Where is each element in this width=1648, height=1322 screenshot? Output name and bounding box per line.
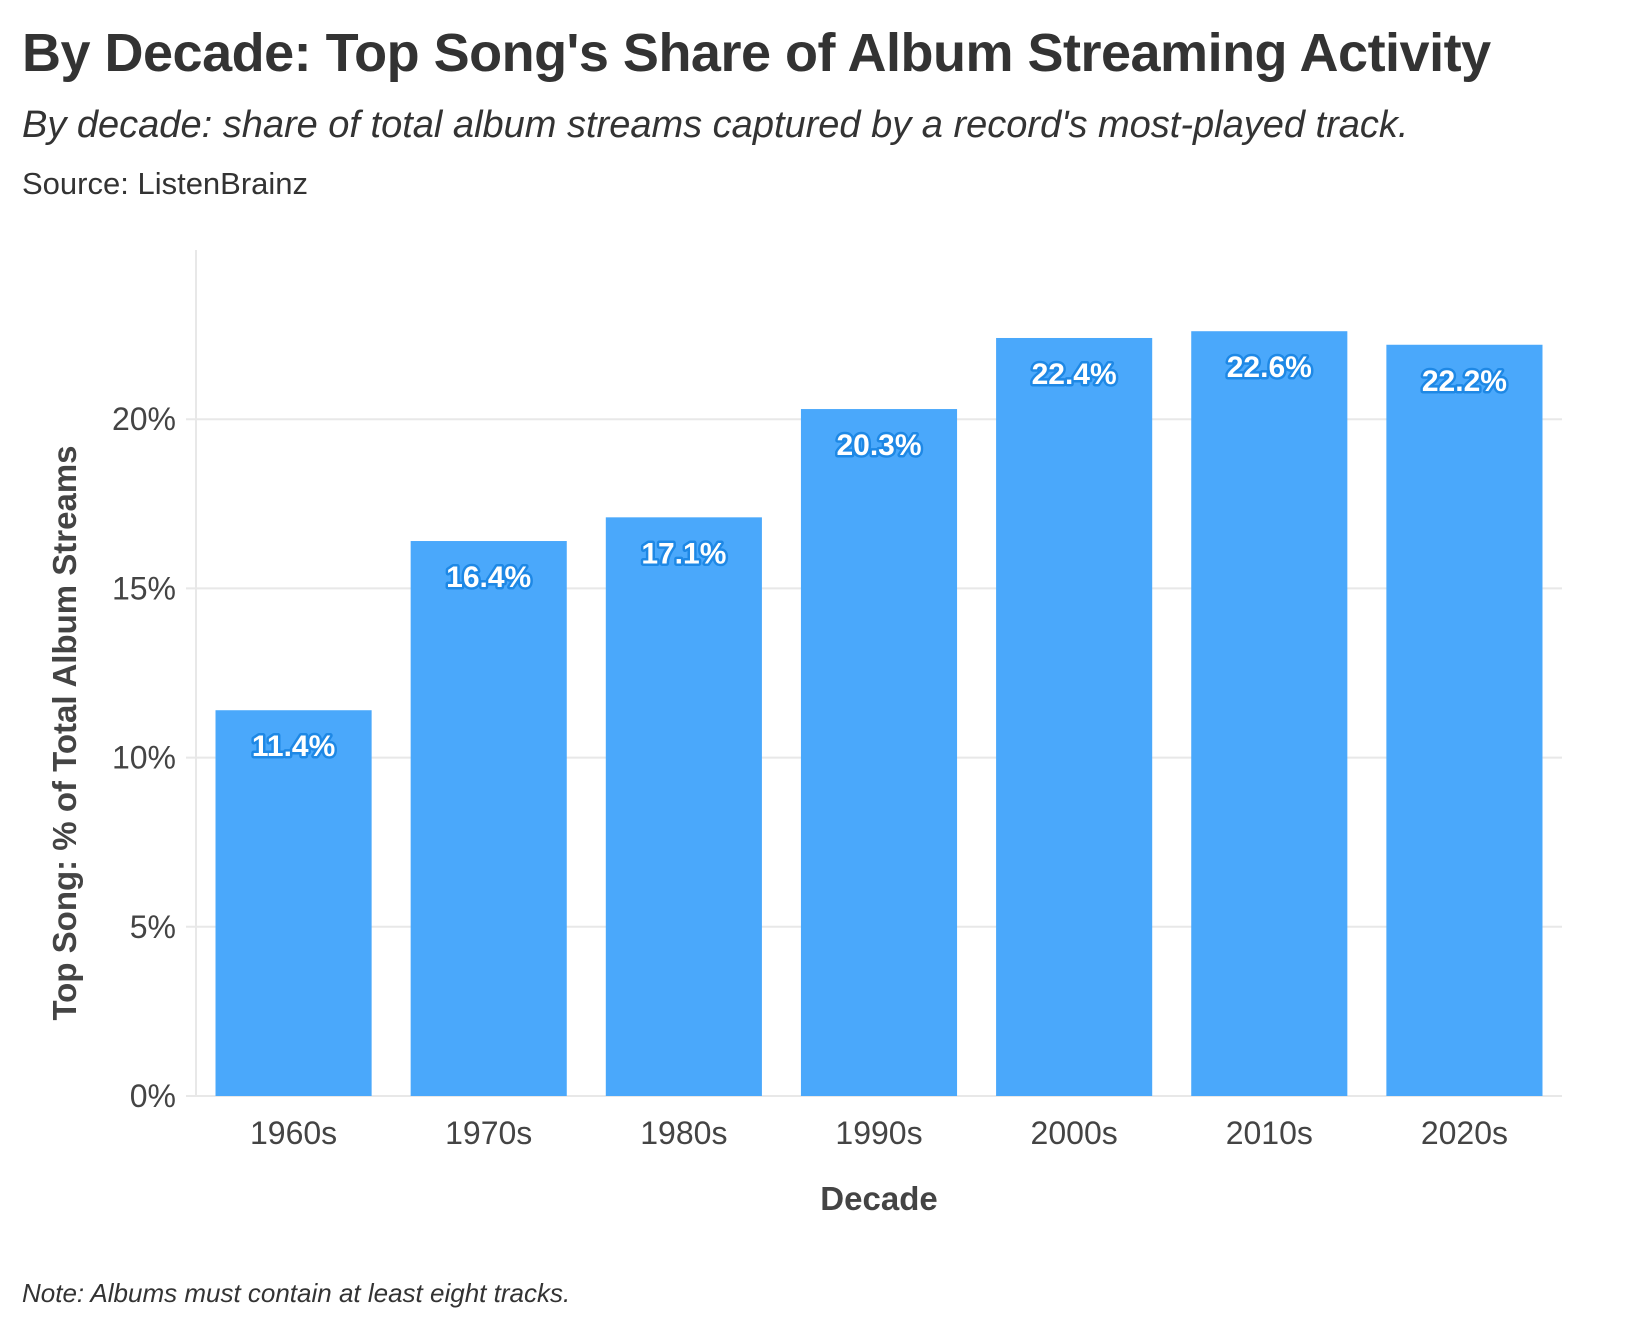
bar-1990s (800, 409, 958, 1097)
footnote: Note: Albums must contain at least eight… (22, 1278, 571, 1308)
y-axis-title: Top Song: % of Total Album Streams (46, 445, 83, 1020)
x-tick-label: 2000s (1031, 1115, 1118, 1151)
bar-chart: 0% 5% 10% 15% 20% 11.4% 1960s 16.4% 1970s 17.1% 19… (46, 250, 1562, 1217)
x-tick-label: 1960s (250, 1115, 337, 1151)
data-label: 20.3% (836, 429, 921, 462)
x-tick-label: 2010s (1226, 1115, 1313, 1151)
bar-2000s (996, 337, 1153, 1096)
bar-2020s (1386, 344, 1543, 1096)
data-label: 22.6% (1227, 351, 1312, 384)
data-label: 16.4% (446, 561, 531, 594)
x-tick-label: 2020s (1421, 1115, 1508, 1151)
y-tick-label: 15% (112, 570, 176, 606)
data-label: 17.1% (641, 537, 726, 570)
x-tick-label: 1990s (835, 1115, 922, 1151)
x-tick-label: 1980s (640, 1115, 727, 1151)
source-caption: Source: ListenBrainz (22, 166, 309, 201)
x-axis-title: Decade (820, 1180, 937, 1217)
chart-title: By Decade: Top Song's Share of Album Str… (22, 23, 1491, 83)
y-tick-label: 5% (130, 909, 176, 945)
bar-1960s (215, 710, 372, 1096)
data-label: 22.4% (1032, 358, 1117, 391)
x-tick-label: 1970s (445, 1115, 532, 1151)
y-tick-label: 10% (112, 740, 176, 776)
bar-1970s (410, 541, 567, 1096)
data-label: 22.2% (1422, 365, 1507, 398)
y-tick-label: 0% (130, 1078, 176, 1114)
chart-subtitle: By decade: share of total album streams … (22, 104, 1409, 146)
bar-1980s (605, 517, 762, 1096)
data-label: 11.4% (252, 730, 335, 763)
bar-2010s (1191, 331, 1348, 1096)
y-tick-label: 20% (112, 401, 176, 437)
